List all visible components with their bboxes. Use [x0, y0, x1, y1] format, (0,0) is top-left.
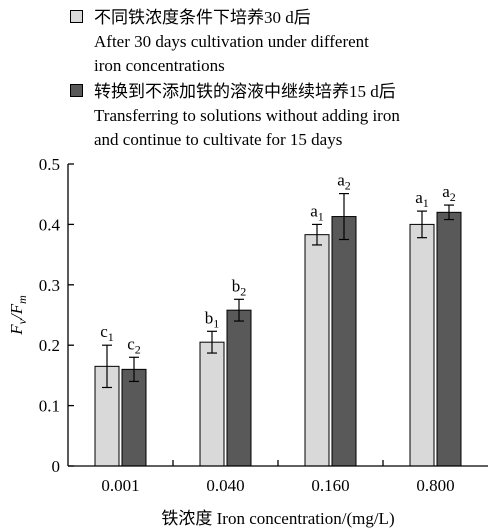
significance-letter: c: [100, 322, 108, 341]
legend-label-cn-1: 不同铁浓度条件下培养30 d后: [94, 8, 311, 27]
legend-label-en-1b: iron concentrations: [94, 56, 225, 75]
legend-entry-series-1: 不同铁浓度条件下培养30 d后 After 30 days cultivatio…: [70, 6, 495, 78]
y-axis-title-sep: /F: [7, 303, 26, 320]
y-tick-label: 0.2: [39, 336, 60, 355]
x-axis-ticks: 0.001 0.040 0.160 0.800: [101, 460, 455, 495]
significance-letter: b: [232, 276, 241, 295]
legend-swatch-series-1: [70, 10, 83, 23]
significance-label: a2: [337, 171, 351, 193]
x-tick-label: 0.800: [416, 476, 454, 495]
significance-label: a1: [310, 201, 324, 223]
significance-letter: a: [337, 171, 345, 190]
legend-swatch-series-2: [70, 84, 83, 97]
significance-subscript: 1: [108, 330, 114, 344]
y-tick-label: 0.5: [39, 155, 60, 174]
y-tick-label: 0.4: [39, 215, 61, 234]
significance-subscript: 2: [240, 284, 246, 298]
significance-letter: a: [310, 201, 318, 220]
significance-letter: c: [127, 334, 135, 353]
y-axis-ticks: 0 0.1 0.2 0.3 0.4 0.5: [39, 155, 74, 476]
legend-label-en-1a: After 30 days cultivation under differen…: [94, 32, 369, 51]
bar-series-2: [436, 211, 462, 467]
legend-label-en-2a: Transferring to solutions without adding…: [94, 106, 400, 125]
significance-label: c2: [127, 334, 141, 356]
y-tick-label: 0: [52, 457, 61, 476]
legend-label-en-2b: and continue to cultivate for 15 days: [94, 130, 343, 149]
significance-subscript: 1: [213, 316, 219, 330]
bar-series-1: [409, 223, 435, 467]
significance-subscript: 1: [423, 196, 429, 210]
significance-subscript: 2: [450, 190, 456, 204]
legend: 不同铁浓度条件下培养30 d后 After 30 days cultivatio…: [70, 6, 495, 154]
y-axis-title-sub1: v: [15, 318, 29, 324]
x-tick-label: 0.001: [101, 476, 139, 495]
significance-subscript: 1: [318, 209, 324, 223]
legend-label-cn-2: 转换到不添加铁的溶液中继续培养15 d后: [94, 82, 396, 101]
y-tick-label: 0.3: [39, 276, 60, 295]
legend-entry-series-2: 转换到不添加铁的溶液中继续培养15 d后 Transferring to sol…: [70, 80, 495, 152]
significance-label: a1: [415, 188, 429, 210]
bar-series-1: [304, 234, 330, 467]
y-axis-title-base: F: [7, 324, 26, 336]
y-axis-title-sub2: m: [15, 295, 29, 304]
significance-label: c1: [100, 322, 114, 344]
significance-letter: a: [442, 182, 450, 201]
significance-subscript: 2: [345, 179, 351, 193]
bar-series-2: [226, 309, 252, 467]
x-tick-label: 0.040: [206, 476, 244, 495]
bar-series-1: [199, 341, 225, 467]
significance-label: b2: [232, 276, 247, 298]
y-axis-title: Fv/Fm: [7, 295, 29, 336]
x-tick-label: 0.160: [311, 476, 349, 495]
bar-series-2: [331, 216, 357, 467]
significance-label: b1: [205, 308, 220, 330]
bar-series-2: [121, 368, 147, 467]
significance-subscript: 2: [135, 342, 141, 356]
x-axis-title: 铁浓度 Iron concentration/(mg/L): [161, 509, 394, 528]
significance-letter: b: [205, 308, 214, 327]
y-tick-label: 0.1: [39, 397, 60, 416]
significance-letter: a: [415, 188, 423, 207]
significance-label: a2: [442, 182, 456, 204]
